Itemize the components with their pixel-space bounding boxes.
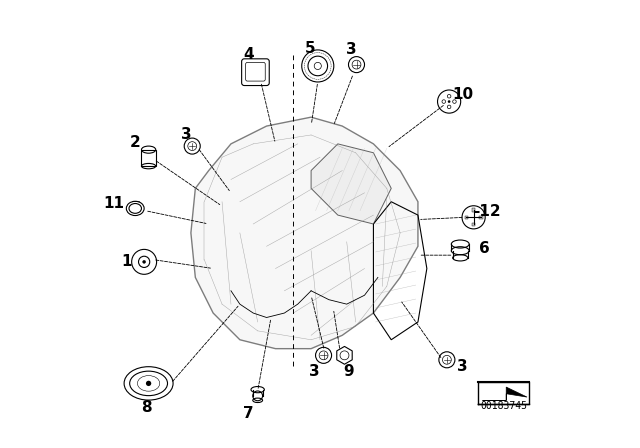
- Text: 4: 4: [243, 47, 254, 62]
- Text: 11: 11: [104, 197, 125, 211]
- Text: 9: 9: [344, 364, 355, 379]
- Polygon shape: [483, 387, 527, 401]
- Polygon shape: [311, 144, 391, 224]
- Text: 2: 2: [130, 135, 141, 151]
- Bar: [479, 215, 483, 219]
- Text: 3: 3: [309, 364, 320, 379]
- Bar: [472, 208, 476, 212]
- Text: 3: 3: [457, 359, 468, 374]
- Bar: [141, 150, 156, 166]
- Polygon shape: [191, 117, 418, 349]
- Bar: [472, 223, 476, 226]
- Text: 00183745: 00183745: [480, 401, 527, 411]
- Bar: [465, 215, 468, 219]
- Text: 3: 3: [346, 42, 356, 56]
- Text: 1: 1: [121, 254, 132, 269]
- Text: 8: 8: [141, 400, 152, 415]
- Text: 3: 3: [181, 127, 192, 142]
- Circle shape: [143, 260, 146, 263]
- Text: 6: 6: [479, 241, 490, 256]
- Text: -12: -12: [473, 204, 500, 220]
- Text: 7: 7: [243, 406, 254, 421]
- Circle shape: [448, 100, 451, 103]
- Circle shape: [146, 381, 151, 386]
- Text: 10: 10: [452, 87, 473, 103]
- Text: 5: 5: [305, 41, 316, 56]
